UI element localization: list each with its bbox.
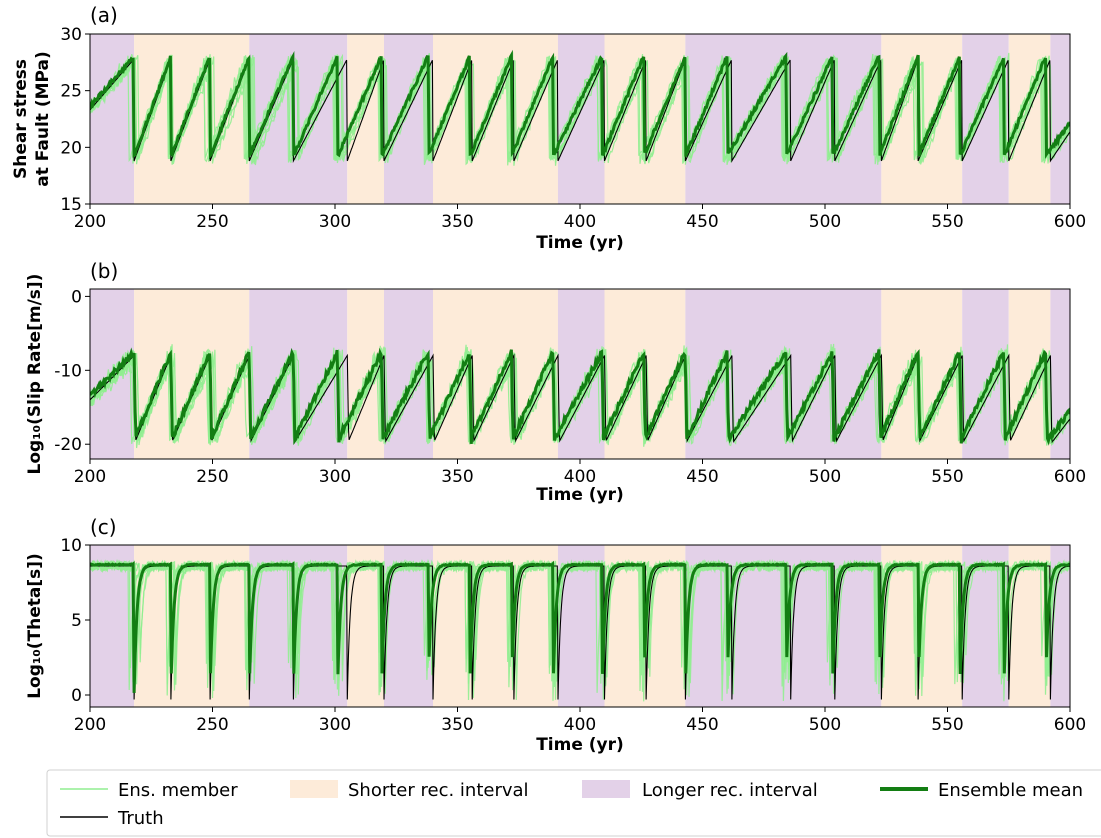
x-tick-label: 500 [809, 467, 841, 487]
x-tick-label: 550 [931, 467, 963, 487]
y-tick-label: 30 [60, 25, 82, 45]
y-tick-label: 0 [71, 287, 82, 307]
x-tick-label: 450 [686, 467, 718, 487]
x-tick-label: 300 [319, 212, 351, 232]
ensemble-mean-line [90, 347, 1070, 446]
y-tick-label: 15 [60, 195, 82, 215]
x-tick-label: 600 [1054, 467, 1086, 487]
x-axis-ticks: 200 250 300 350 400 450 500 550 600 [74, 204, 1086, 232]
legend-label-ens-member: Ens. member [118, 780, 238, 801]
x-tick-label: 350 [441, 467, 473, 487]
interval-band-longer [90, 545, 135, 707]
panel-label: (c) [90, 515, 117, 539]
panel-label: (a) [90, 3, 118, 27]
x-tick-label: 550 [931, 715, 963, 735]
x-axis-ticks: 200 250 300 350 400 450 500 550 600 [74, 459, 1086, 487]
y-axis-label-line2: at Fault (MPa) [33, 51, 53, 187]
x-tick-label: 450 [686, 715, 718, 735]
y-axis-label: Log₁₀(Slip Rate[m/s]) [25, 274, 45, 475]
x-tick-label: 300 [319, 715, 351, 735]
x-tick-label: 350 [441, 212, 473, 232]
ensemble-mean-line [90, 560, 1070, 693]
interval-bands [90, 289, 1070, 459]
x-tick-label: 400 [564, 715, 596, 735]
x-tick-label: 200 [74, 212, 106, 232]
interval-band-longer [1050, 34, 1070, 204]
x-axis-label: Time (yr) [536, 485, 624, 505]
interval-band-shorter [134, 545, 250, 707]
x-tick-label: 400 [564, 467, 596, 487]
interval-band-shorter [433, 34, 558, 204]
x-tick-label: 350 [441, 715, 473, 735]
x-tick-label: 450 [686, 212, 718, 232]
x-tick-label: 400 [564, 212, 596, 232]
legend-label-shorter: Shorter rec. interval [348, 780, 529, 801]
legend-label-longer: Longer rec. interval [642, 780, 818, 801]
x-tick-label: 250 [196, 467, 228, 487]
y-tick-label: 5 [71, 611, 82, 631]
panel-label: (b) [90, 259, 118, 283]
x-tick-label: 200 [74, 715, 106, 735]
legend-label-ensemble-mean: Ensemble mean [938, 780, 1083, 801]
plot-area [90, 558, 1070, 702]
panel-a-shear-stress: 200 250 300 350 400 450 500 550 600 15 20 25 30 (a)… [11, 3, 1086, 253]
interval-band-shorter [433, 545, 558, 707]
legend: Ens. member Shorter rec. interval Longer… [46, 769, 1101, 837]
y-axis-label-line1: Shear stress [11, 59, 31, 179]
x-tick-label: 600 [1054, 212, 1086, 232]
interval-band-shorter [433, 289, 558, 459]
interval-bands [90, 545, 1070, 707]
ensemble-mean-line [90, 49, 1070, 160]
legend-label-truth: Truth [117, 808, 164, 829]
y-tick-label: 20 [60, 138, 82, 158]
x-tick-label: 200 [74, 467, 106, 487]
y-axis-ticks: 0 5 10 [60, 536, 90, 706]
x-axis-label: Time (yr) [536, 233, 624, 253]
plot-area [90, 49, 1070, 166]
legend-swatch-shorter [290, 780, 338, 798]
x-tick-label: 550 [931, 212, 963, 232]
x-axis-label: Time (yr) [536, 735, 624, 755]
panel-c-theta: 200 250 300 350 400 450 500 550 600 0 5 10 (c) Log… [25, 515, 1086, 755]
y-tick-label: -10 [54, 361, 82, 381]
y-axis-ticks: 15 20 25 30 [60, 25, 90, 215]
legend-swatch-longer [582, 780, 630, 798]
interval-band-longer [1050, 545, 1070, 707]
y-tick-label: -20 [54, 435, 82, 455]
y-axis-ticks: -20 -10 0 [54, 287, 90, 455]
y-tick-label: 10 [60, 536, 82, 556]
x-tick-label: 250 [196, 212, 228, 232]
x-tick-label: 500 [809, 715, 841, 735]
x-axis-ticks: 200 250 300 350 400 450 500 550 600 [74, 707, 1086, 735]
y-axis-label: Log₁₀(Theta[s]) [25, 553, 45, 699]
x-tick-label: 250 [196, 715, 228, 735]
x-tick-label: 300 [319, 467, 351, 487]
plot-area [90, 343, 1070, 449]
y-tick-label: 0 [71, 686, 82, 706]
y-tick-label: 25 [60, 82, 82, 102]
x-tick-label: 600 [1054, 715, 1086, 735]
x-tick-label: 500 [809, 212, 841, 232]
interval-band-shorter [134, 289, 250, 459]
panel-b-slip-rate: 200 250 300 350 400 450 500 550 600 -20-100 (b) … [25, 259, 1086, 505]
